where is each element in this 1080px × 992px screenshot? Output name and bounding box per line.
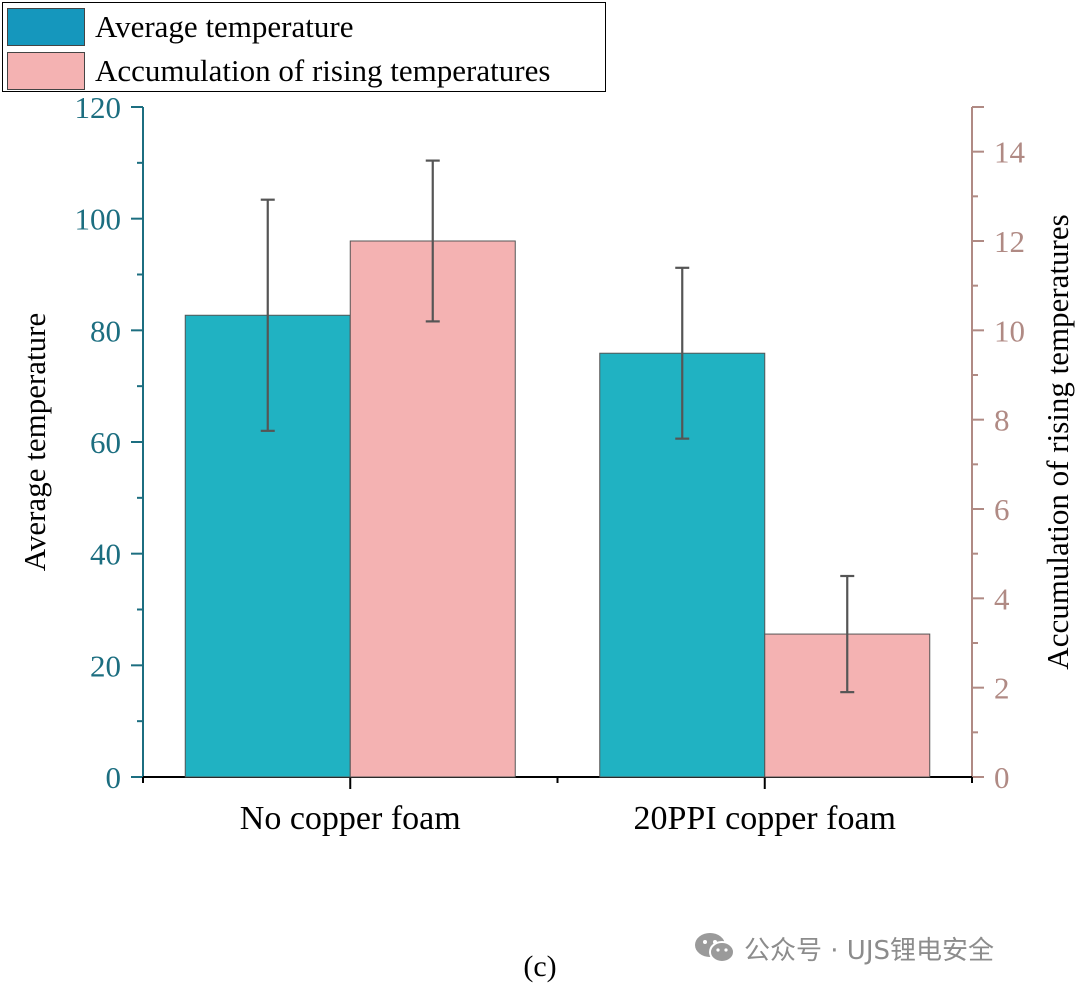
legend-swatch-accumulation <box>7 52 85 90</box>
legend-swatch-average <box>7 8 85 46</box>
y-left-tick-label: 20 <box>90 648 121 683</box>
x-tick-label: No copper foam <box>240 800 461 837</box>
tick-labels: 0 20 40 60 80 100 120 0 2 4 6 8 10 12 14 No copper foam… <box>75 90 1026 837</box>
y-right-tick-label: 0 <box>994 760 1010 795</box>
x-tick-label: 20PPI copper foam <box>633 800 896 837</box>
wechat-icon <box>695 933 735 963</box>
y-left-tick-label: 80 <box>90 313 121 348</box>
y-right-axis-label: Accumulation of rising temperatures <box>1040 214 1075 669</box>
y-right-tick-label: 4 <box>994 581 1010 616</box>
y-left-tick-label: 0 <box>106 760 122 795</box>
legend-label-accumulation: Accumulation of rising temperatures <box>95 53 551 88</box>
legend: Average temperature Accumulation of risi… <box>2 2 606 92</box>
legend-item-average: Average temperature <box>7 7 353 47</box>
y-right-tick-label: 12 <box>994 224 1025 259</box>
y-right-tick-label: 6 <box>994 492 1010 527</box>
figure-caption: (c) <box>523 950 557 983</box>
legend-label-average: Average temperature <box>95 9 354 44</box>
watermark: 公众号 · UJS锂电安全 <box>694 928 994 968</box>
bars <box>184 240 931 778</box>
error-bars <box>260 159 855 694</box>
y-left-tick-label: 40 <box>90 537 121 572</box>
y-right-tick-label: 2 <box>994 671 1010 706</box>
y-right-tick-label: 14 <box>994 135 1026 170</box>
watermark-text: 公众号 · UJS锂电安全 <box>744 935 994 966</box>
y-left-tick-label: 100 <box>75 202 122 237</box>
y-right-tick-label: 10 <box>994 313 1025 348</box>
y-left-tick-label: 60 <box>90 425 121 460</box>
y-left-axis-label: Average temperature <box>17 313 52 571</box>
y-left-tick-label: 120 <box>75 90 122 125</box>
legend-item-accumulation: Accumulation of rising temperatures <box>7 51 550 91</box>
bar-accumulation-0 <box>349 240 516 778</box>
y-right-tick-label: 8 <box>994 403 1010 438</box>
